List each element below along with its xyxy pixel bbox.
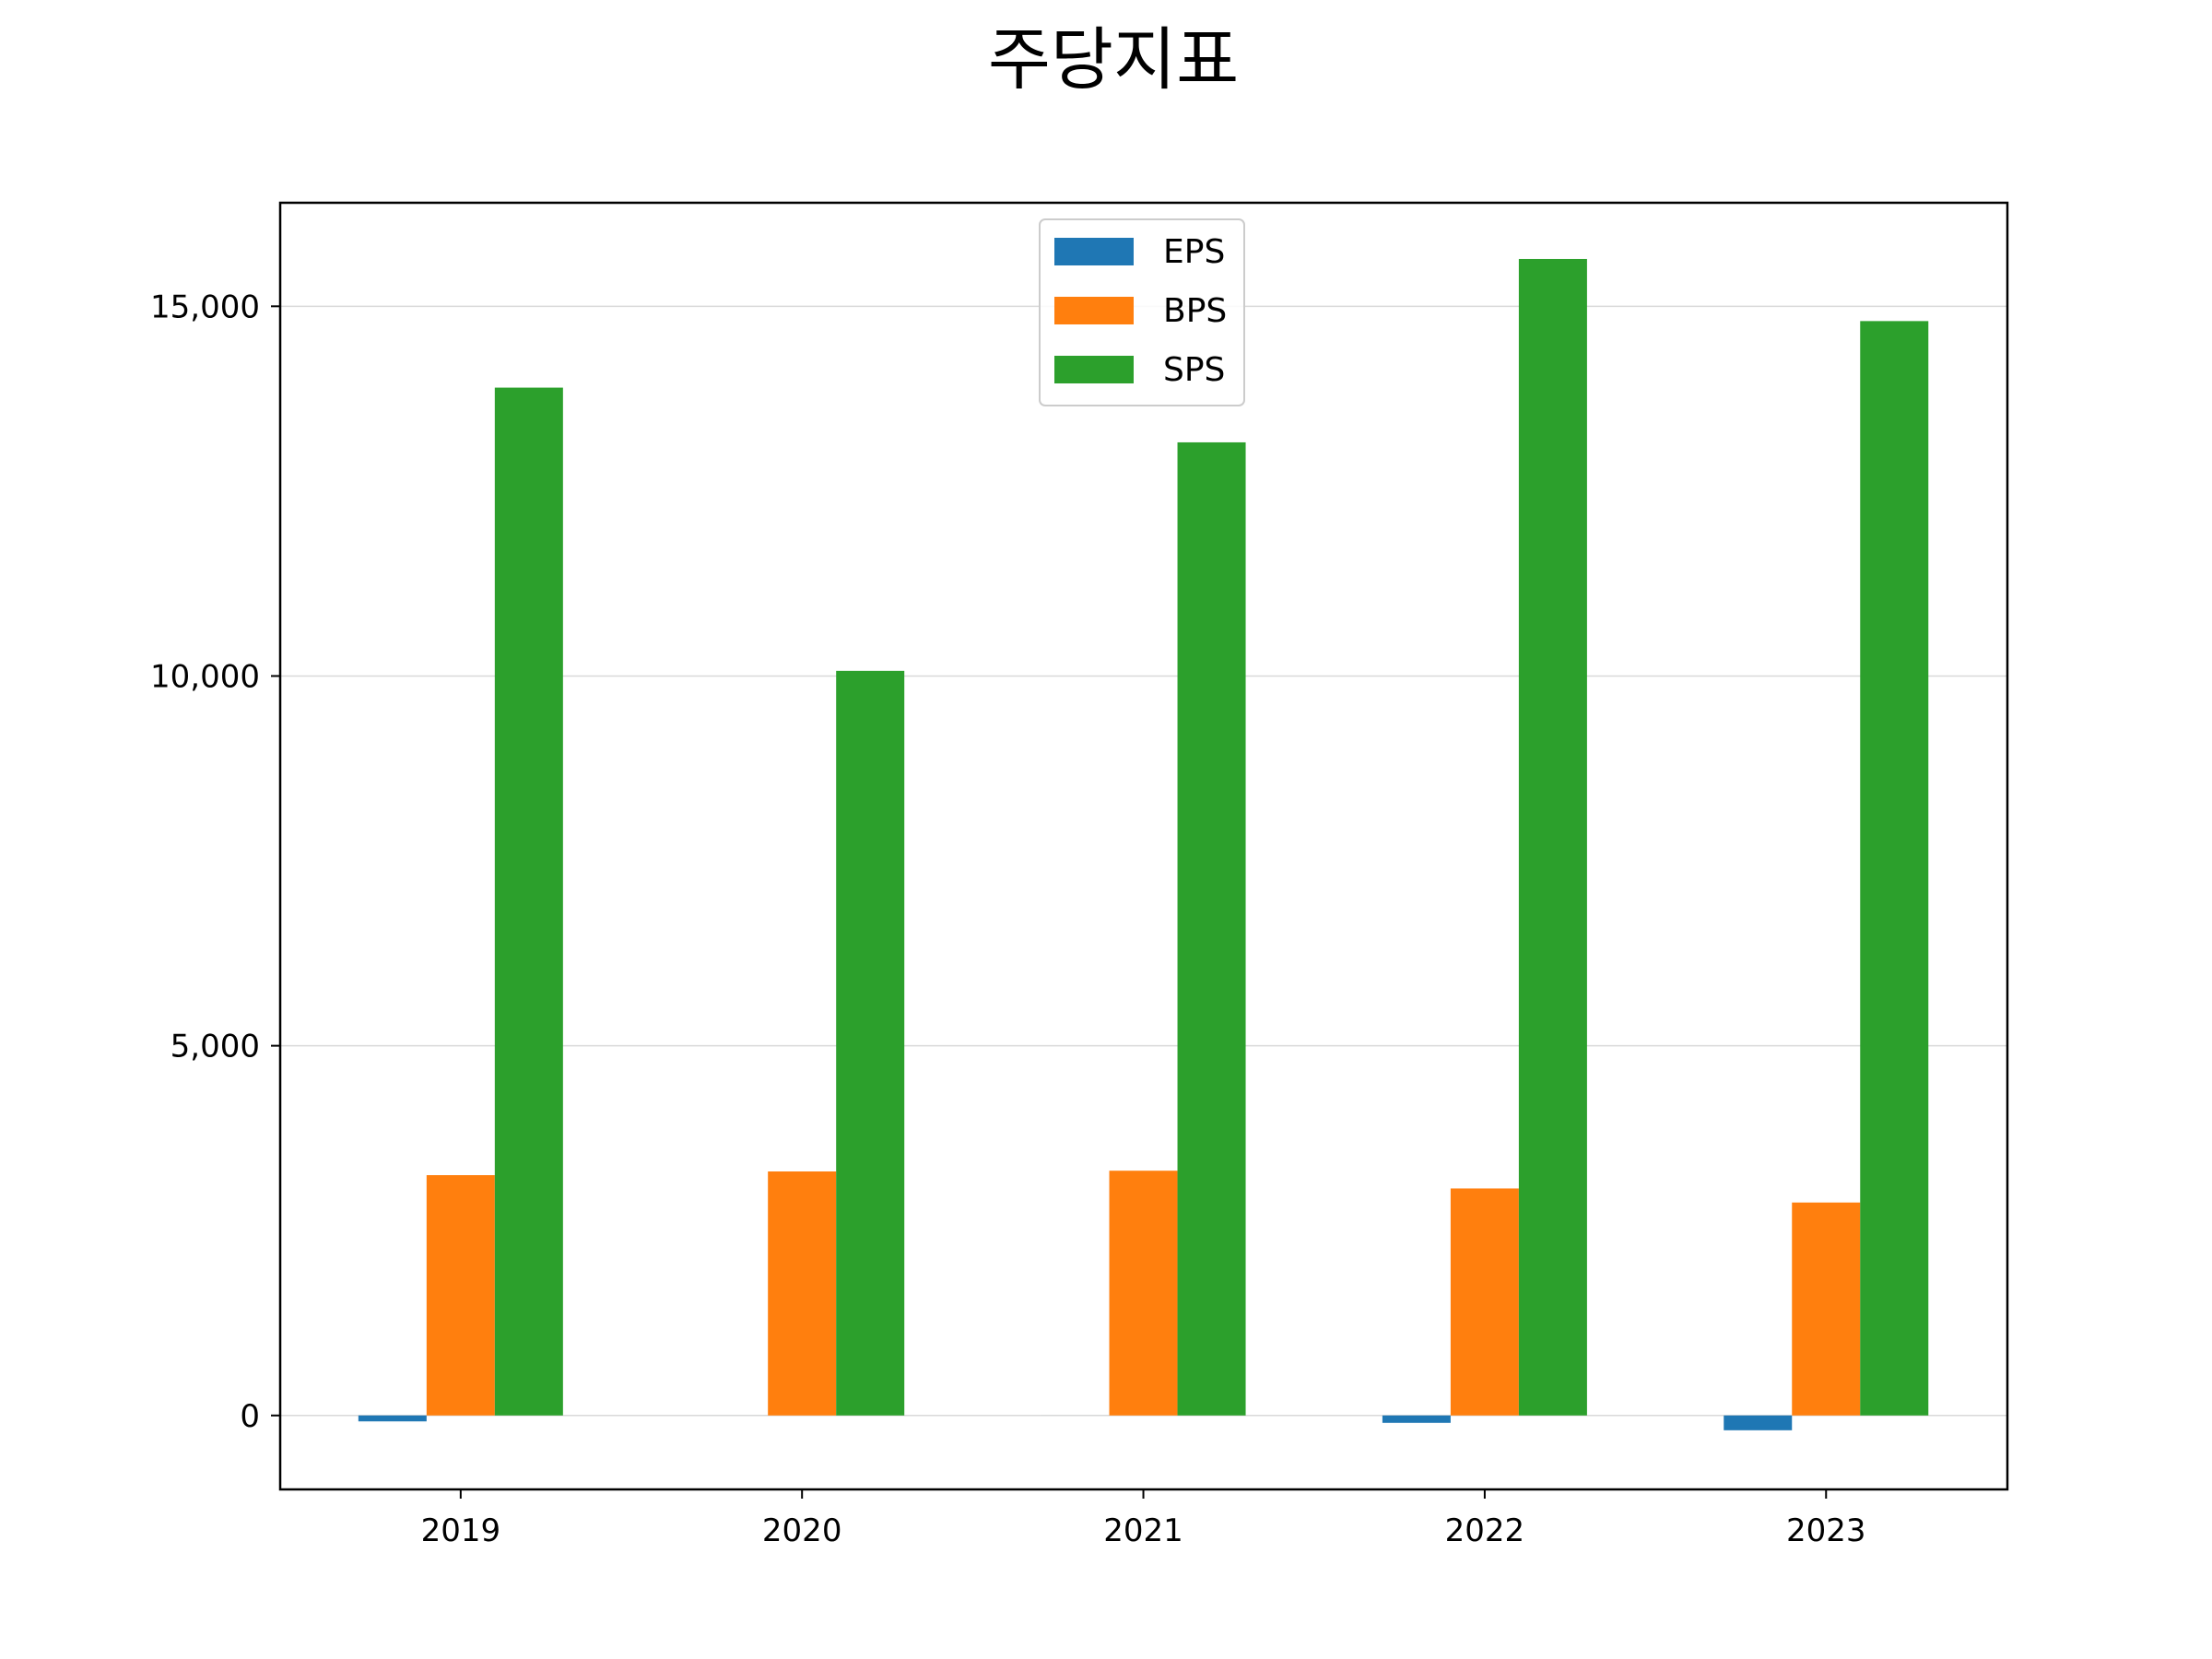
chart-title: 주당지표 <box>988 20 1239 100</box>
y-tick-label: 10,000 <box>150 658 260 695</box>
bar-eps-2023 <box>1724 1415 1793 1430</box>
x-axis: 2019 2020 2021 2022 2023 <box>421 1489 1866 1549</box>
legend-swatch-sps <box>1054 356 1134 383</box>
bar-bps-2023 <box>1792 1202 1861 1416</box>
legend-label-sps: SPS <box>1163 351 1225 389</box>
y-tick-label: 15,000 <box>150 288 260 325</box>
bar-sps-2022 <box>1518 258 1587 1416</box>
x-tick-label: 2019 <box>421 1512 501 1549</box>
bar-bps-2020 <box>768 1171 837 1416</box>
x-tick-label: 2020 <box>762 1512 842 1549</box>
bar-eps-2022 <box>1382 1415 1451 1423</box>
bar-sps-2019 <box>494 387 563 1416</box>
bar-eps-2019 <box>358 1415 427 1422</box>
legend-label-bps: BPS <box>1163 292 1227 330</box>
legend-label-eps: EPS <box>1163 233 1225 271</box>
bar-sps-2020 <box>836 670 905 1416</box>
y-tick-label: 5,000 <box>171 1029 260 1065</box>
x-tick-label: 2022 <box>1445 1512 1525 1549</box>
x-tick-label: 2023 <box>1786 1512 1866 1549</box>
y-tick-label: 0 <box>240 1398 260 1435</box>
bar-sps-2023 <box>1860 321 1929 1416</box>
bar-bps-2021 <box>1109 1171 1178 1416</box>
bar-bps-2022 <box>1450 1188 1519 1416</box>
legend[interactable]: EPS BPS SPS <box>1039 218 1245 406</box>
bar-bps-2019 <box>426 1175 495 1416</box>
bar-sps-2021 <box>1177 441 1246 1416</box>
legend-swatch-eps <box>1054 238 1134 265</box>
y-axis: 0 5,000 10,000 15,000 <box>150 288 280 1435</box>
legend-swatch-bps <box>1054 297 1134 324</box>
bars <box>358 258 1929 1430</box>
x-tick-label: 2021 <box>1103 1512 1183 1549</box>
